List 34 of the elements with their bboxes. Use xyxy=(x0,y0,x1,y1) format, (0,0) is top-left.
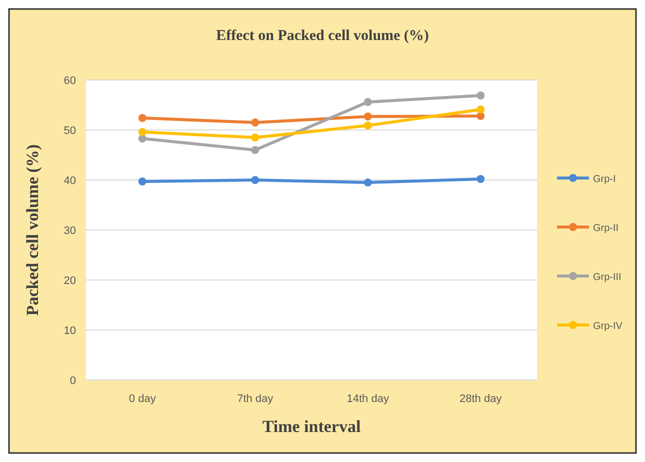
point xyxy=(138,178,146,186)
x-tick-label: 14th day xyxy=(346,393,390,405)
legend-label: Grp-I xyxy=(593,174,616,185)
y-axis-title: Packed cell volume (%) xyxy=(23,144,42,316)
point xyxy=(251,146,260,154)
y-tick-label: 60 xyxy=(64,75,76,87)
point xyxy=(476,92,485,100)
point xyxy=(364,178,372,186)
point xyxy=(251,118,260,126)
y-tick-label: 30 xyxy=(64,225,76,237)
y-tick-label: 40 xyxy=(64,175,76,187)
point xyxy=(364,112,372,120)
point xyxy=(251,176,260,184)
x-tick-label: 28th day xyxy=(460,393,502,405)
y-tick-label: 10 xyxy=(64,325,76,337)
point xyxy=(476,106,485,114)
point xyxy=(364,98,372,106)
chart-title: Effect on Packed cell volume (%) xyxy=(216,28,429,44)
point xyxy=(476,175,485,183)
y-tick-label: 20 xyxy=(64,275,76,287)
point xyxy=(251,134,260,142)
y-tick-label: 50 xyxy=(64,125,76,137)
x-tick-label: 0 day xyxy=(128,393,156,405)
legend-label: Grp-II xyxy=(593,223,619,234)
point xyxy=(138,128,146,136)
legend-label: Grp-IV xyxy=(593,321,623,332)
legend-label: Grp-III xyxy=(593,272,622,283)
x-tick-label: 7th day xyxy=(237,393,274,405)
point xyxy=(364,122,372,130)
point xyxy=(138,114,146,122)
point xyxy=(476,112,485,120)
y-tick-label: 0 xyxy=(70,375,76,387)
x-axis-title: Time interval xyxy=(262,417,361,436)
point xyxy=(138,134,146,142)
